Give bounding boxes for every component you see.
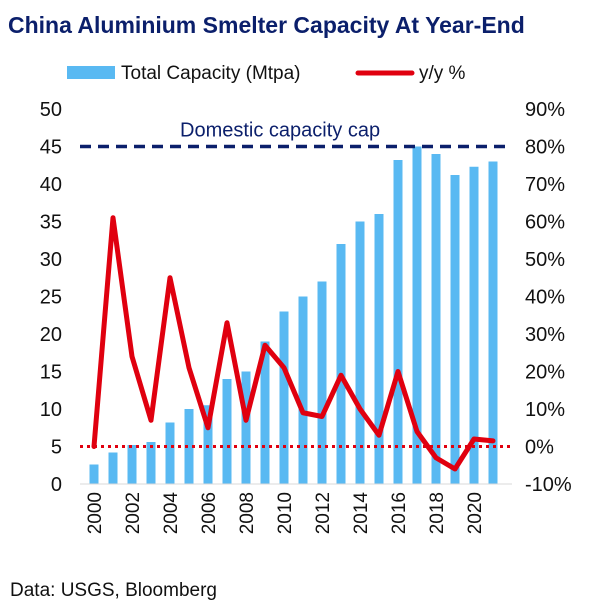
legend-swatch-bar (67, 66, 115, 79)
right-axis-tick-label: 50% (525, 249, 565, 271)
capacity-cap-label: Domestic capacity cap (180, 120, 380, 142)
legend-label-bar: Total Capacity (Mtpa) (121, 63, 301, 84)
left-axis-tick-label: 5 (51, 437, 62, 459)
bar (336, 244, 346, 484)
bar (317, 281, 327, 484)
left-axis-tick-label: 25 (40, 287, 62, 309)
legend-label-line: y/y % (419, 63, 466, 84)
bar (450, 175, 460, 484)
x-axis-tick-label: 2006 (199, 492, 220, 534)
bar (260, 341, 270, 484)
left-axis-tick-label: 20 (40, 324, 62, 346)
bar (184, 409, 194, 484)
bar (412, 146, 422, 484)
left-axis-tick-label: 50 (40, 99, 62, 121)
right-axis-tick-label: 90% (525, 99, 565, 121)
left-axis-tick-label: 40 (40, 174, 62, 196)
right-axis-tick-label: 0% (525, 437, 554, 459)
right-axis-tick-label: 40% (525, 287, 565, 309)
left-axis-tick-label: 0 (51, 474, 62, 496)
x-axis-tick-label: 2018 (427, 492, 448, 534)
left-axis-tick-label: 15 (40, 362, 62, 384)
bar (298, 296, 308, 484)
x-axis-tick-label: 2020 (465, 492, 486, 534)
source-note: Data: USGS, Bloomberg (10, 580, 217, 601)
bar (203, 405, 213, 484)
x-axis-tick-label: 2004 (161, 492, 182, 535)
right-axis-tick-label: 60% (525, 212, 565, 234)
x-axis-tick-label: 2010 (275, 492, 296, 534)
x-axis-tick-label: 2008 (237, 492, 258, 534)
left-axis-tick-label: 35 (40, 212, 62, 234)
yoy-line (91, 215, 496, 472)
bar (469, 166, 479, 484)
bar (431, 154, 441, 484)
right-axis-tick-label: 20% (525, 362, 565, 384)
bar (279, 311, 289, 484)
x-axis-tick-label: 2012 (313, 492, 334, 534)
right-axis-tick-label: 10% (525, 399, 565, 421)
left-axis-tick-label: 30 (40, 249, 62, 271)
right-axis-tick-label: -10% (525, 474, 572, 496)
bar (374, 214, 384, 484)
left-axis-tick-label: 10 (40, 399, 62, 421)
right-axis-tick-label: 70% (525, 174, 565, 196)
x-axis-tick-label: 2016 (389, 492, 410, 534)
bar (222, 379, 232, 484)
bar (241, 371, 251, 484)
x-axis-tick-label: 2000 (85, 492, 106, 534)
chart-title: China Aluminium Smelter Capacity At Year… (8, 12, 525, 38)
bar (165, 422, 175, 484)
bar (89, 464, 99, 484)
bar (488, 161, 498, 484)
bar (393, 160, 403, 484)
right-axis-tick-label: 80% (525, 137, 565, 159)
right-axis-tick-label: 30% (525, 324, 565, 346)
x-axis-tick-label: 2014 (351, 492, 372, 535)
bar (108, 452, 118, 484)
bar (146, 442, 156, 484)
bar (127, 445, 137, 484)
bar (355, 221, 365, 484)
x-axis-tick-label: 2002 (123, 492, 144, 534)
left-axis-tick-label: 45 (40, 137, 62, 159)
